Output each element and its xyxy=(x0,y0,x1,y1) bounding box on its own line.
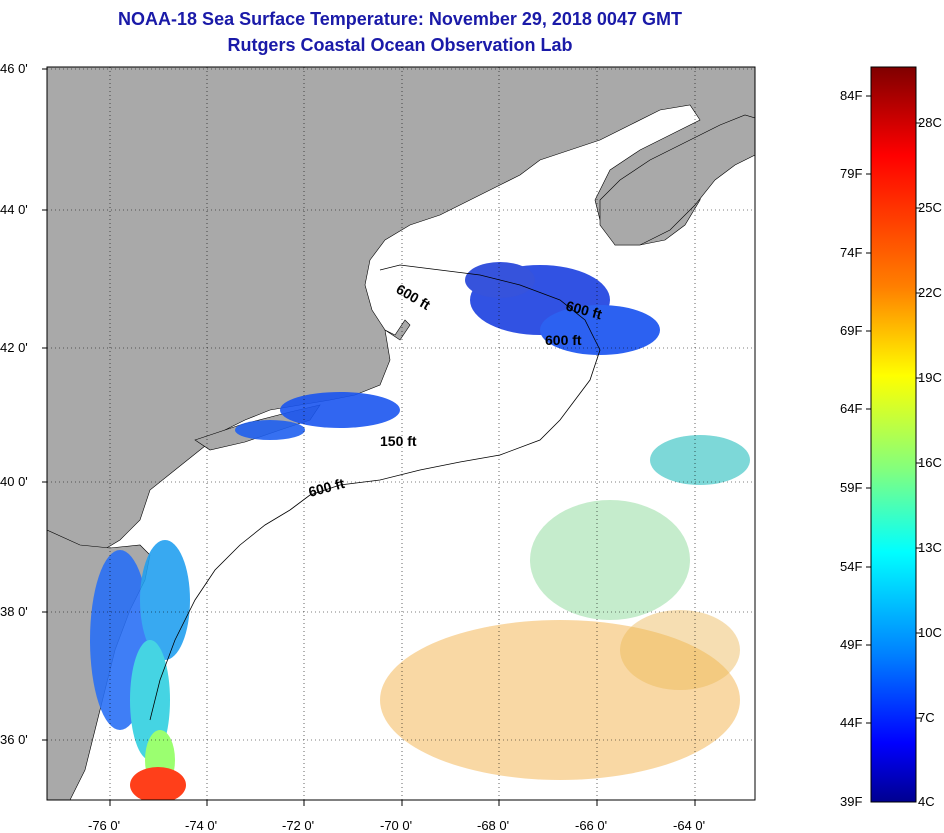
contour-label: 600 ft xyxy=(545,332,582,348)
contour-line xyxy=(149,509,291,721)
lon-label: -64 0' xyxy=(673,818,706,833)
land-us-northeast xyxy=(47,67,755,556)
contour-line xyxy=(289,264,601,511)
lon-label: -70 0' xyxy=(380,818,413,833)
contour-label: 150 ft xyxy=(380,433,417,449)
lon-label: -76 0' xyxy=(88,818,121,833)
colorbar-label-f: 69F xyxy=(840,323,863,338)
colorbar-label-c: 10C xyxy=(918,625,942,640)
lon-label: -68 0' xyxy=(477,818,510,833)
lat-label: 44 0' xyxy=(0,202,28,217)
lat-label: 36 0' xyxy=(0,732,28,747)
colorbar-label-c: 25C xyxy=(918,200,942,215)
colorbar-label-f: 49F xyxy=(840,637,863,652)
colorbar-label-c: 4C xyxy=(918,794,935,809)
colorbar-label-f: 44F xyxy=(840,715,863,730)
lon-label: -74 0' xyxy=(185,818,218,833)
colorbar-label-c: 7C xyxy=(918,710,935,725)
colorbar-label-c: 13C xyxy=(918,540,942,555)
colorbar-label-f: 74F xyxy=(840,245,863,260)
chart-subtitle: Rutgers Coastal Ocean Observation Lab xyxy=(227,35,573,55)
lon-label: -72 0' xyxy=(282,818,315,833)
colorbar-label-f: 39F xyxy=(840,794,863,809)
sst-cold-shelf xyxy=(90,262,750,800)
colorbar-label-c: 16C xyxy=(918,455,942,470)
lat-label: 42 0' xyxy=(0,340,28,355)
colorbar xyxy=(870,66,917,803)
land-nova-scotia xyxy=(599,114,755,246)
lon-label: -66 0' xyxy=(575,818,608,833)
colorbar-label-c: 19C xyxy=(918,370,942,385)
colorbar-label-f: 79F xyxy=(840,166,863,181)
colorbar-label-c: 22C xyxy=(918,285,942,300)
colorbar-label-f: 84F xyxy=(840,88,863,103)
colorbar-label-f: 64F xyxy=(840,401,863,416)
colorbar-label-f: 54F xyxy=(840,559,863,574)
colorbar-label-c: 28C xyxy=(918,115,942,130)
colorbar-ticks xyxy=(866,95,921,724)
lat-label: 40 0' xyxy=(0,474,28,489)
lat-label: 38 0' xyxy=(0,604,28,619)
colorbar-label-f: 59F xyxy=(840,480,863,495)
land-cape-cod xyxy=(384,319,411,341)
axis-ticks xyxy=(42,68,696,806)
chart-title: NOAA-18 Sea Surface Temperature: Novembe… xyxy=(118,9,682,29)
map-frame xyxy=(46,66,756,801)
lat-label: 46 0' xyxy=(0,61,28,76)
